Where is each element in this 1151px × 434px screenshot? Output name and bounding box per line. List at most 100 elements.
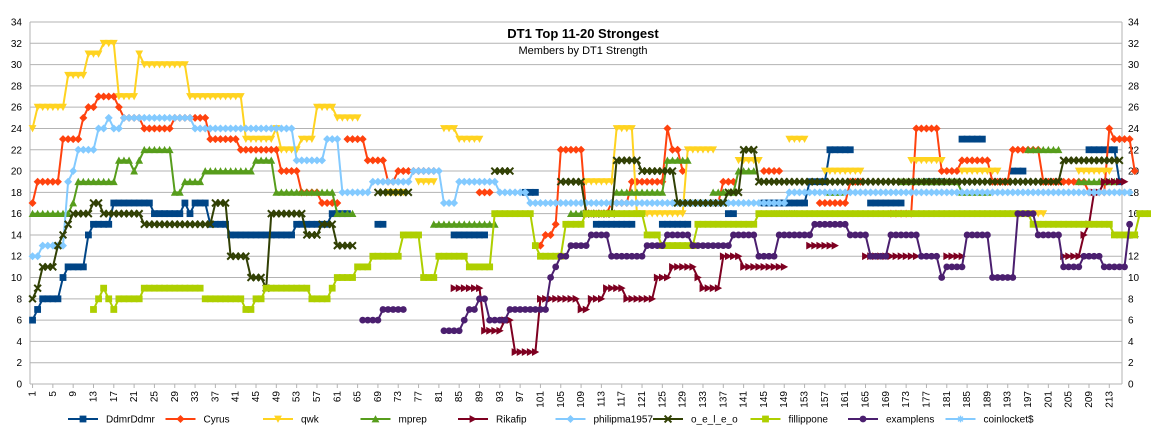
series-point <box>862 252 870 261</box>
series-point <box>760 262 768 271</box>
series-point <box>521 210 529 218</box>
series-point <box>313 220 321 228</box>
series-point <box>897 210 905 218</box>
x-tick-label: 205 <box>1064 391 1075 408</box>
series-point <box>211 93 220 101</box>
series-point <box>379 220 387 228</box>
series-point <box>928 210 935 218</box>
series-point <box>475 177 484 186</box>
y-tick-label: 24 <box>1128 124 1140 135</box>
series-point <box>613 284 621 293</box>
series-point <box>1116 231 1123 239</box>
series-point <box>923 252 930 260</box>
series-point <box>1013 145 1022 154</box>
series-point <box>155 61 164 69</box>
series-point <box>1075 252 1083 261</box>
series-point <box>664 231 671 239</box>
series-point <box>775 199 784 207</box>
series-point <box>567 242 575 249</box>
x-tick-label: 109 <box>576 391 587 408</box>
series-point <box>348 241 357 250</box>
series-point <box>984 210 991 218</box>
series-point <box>373 177 382 186</box>
series-point <box>358 188 367 197</box>
series-point <box>496 326 504 335</box>
series-point <box>455 284 464 293</box>
series-point <box>312 156 321 165</box>
series-point <box>165 113 174 122</box>
series-point <box>262 145 271 154</box>
series-point <box>84 177 93 186</box>
x-tick-label: 133 <box>698 391 709 408</box>
series-point <box>105 220 113 228</box>
series-point <box>608 210 615 218</box>
series-point <box>562 294 570 303</box>
series-point <box>572 294 580 303</box>
series-point <box>475 220 484 228</box>
legend-item: philipma1957 <box>555 415 653 426</box>
series-point <box>841 167 850 175</box>
series-point <box>226 124 235 133</box>
series-point <box>963 156 972 165</box>
series-point <box>1080 177 1088 186</box>
y-tick-label: 12 <box>1128 252 1140 263</box>
series-point <box>353 114 362 122</box>
series-point <box>58 230 68 240</box>
x-tick-label: 53 <box>292 391 303 403</box>
x-tick-label: 197 <box>1023 391 1034 408</box>
series-point <box>404 231 412 239</box>
series-point <box>836 167 845 175</box>
series-point <box>379 252 387 260</box>
series-point <box>1039 231 1047 239</box>
series-point <box>389 306 397 313</box>
series-point <box>1050 220 1057 228</box>
series-point <box>160 61 169 69</box>
series-point <box>501 316 509 324</box>
chart-title: DT1 Top 11-20 Strongest <box>507 26 659 41</box>
series-point <box>740 220 748 228</box>
series-point <box>999 274 1007 281</box>
series-point <box>709 284 718 293</box>
series-point <box>947 167 956 176</box>
series-point <box>1085 177 1093 186</box>
series-point <box>1085 220 1093 228</box>
series-point <box>191 177 199 186</box>
x-tick-label: 193 <box>1003 391 1014 408</box>
series-point <box>410 231 417 239</box>
series-point <box>714 284 723 293</box>
series-point <box>114 93 123 101</box>
series-point <box>481 231 488 239</box>
series-point <box>110 306 118 313</box>
series-point <box>673 156 682 164</box>
series-point <box>566 199 575 207</box>
series-point <box>1085 252 1093 260</box>
series-point <box>552 252 560 260</box>
series-point <box>790 135 799 144</box>
x-tick-label: 181 <box>942 391 953 408</box>
series-point <box>114 156 123 164</box>
x-tick-label: 117 <box>617 391 628 407</box>
series-point <box>1065 263 1073 271</box>
series-point <box>450 199 459 207</box>
series-point <box>450 252 458 260</box>
series-point <box>938 210 946 218</box>
series-point <box>871 188 880 197</box>
series-point <box>800 135 809 144</box>
series-point <box>663 156 672 164</box>
series-point <box>156 284 163 292</box>
series-point <box>780 262 789 271</box>
series-point <box>33 177 42 186</box>
series-point <box>1034 220 1042 228</box>
series-point <box>1120 135 1129 144</box>
series-point <box>476 231 483 239</box>
series-point <box>876 188 885 197</box>
series-point <box>369 252 377 260</box>
series-point <box>496 316 504 324</box>
series-point <box>1080 167 1088 175</box>
series-point <box>434 220 443 228</box>
series-point <box>643 199 652 207</box>
series-point <box>628 210 636 218</box>
series-point <box>293 220 301 228</box>
series-point <box>323 188 332 196</box>
series-point <box>343 188 352 197</box>
